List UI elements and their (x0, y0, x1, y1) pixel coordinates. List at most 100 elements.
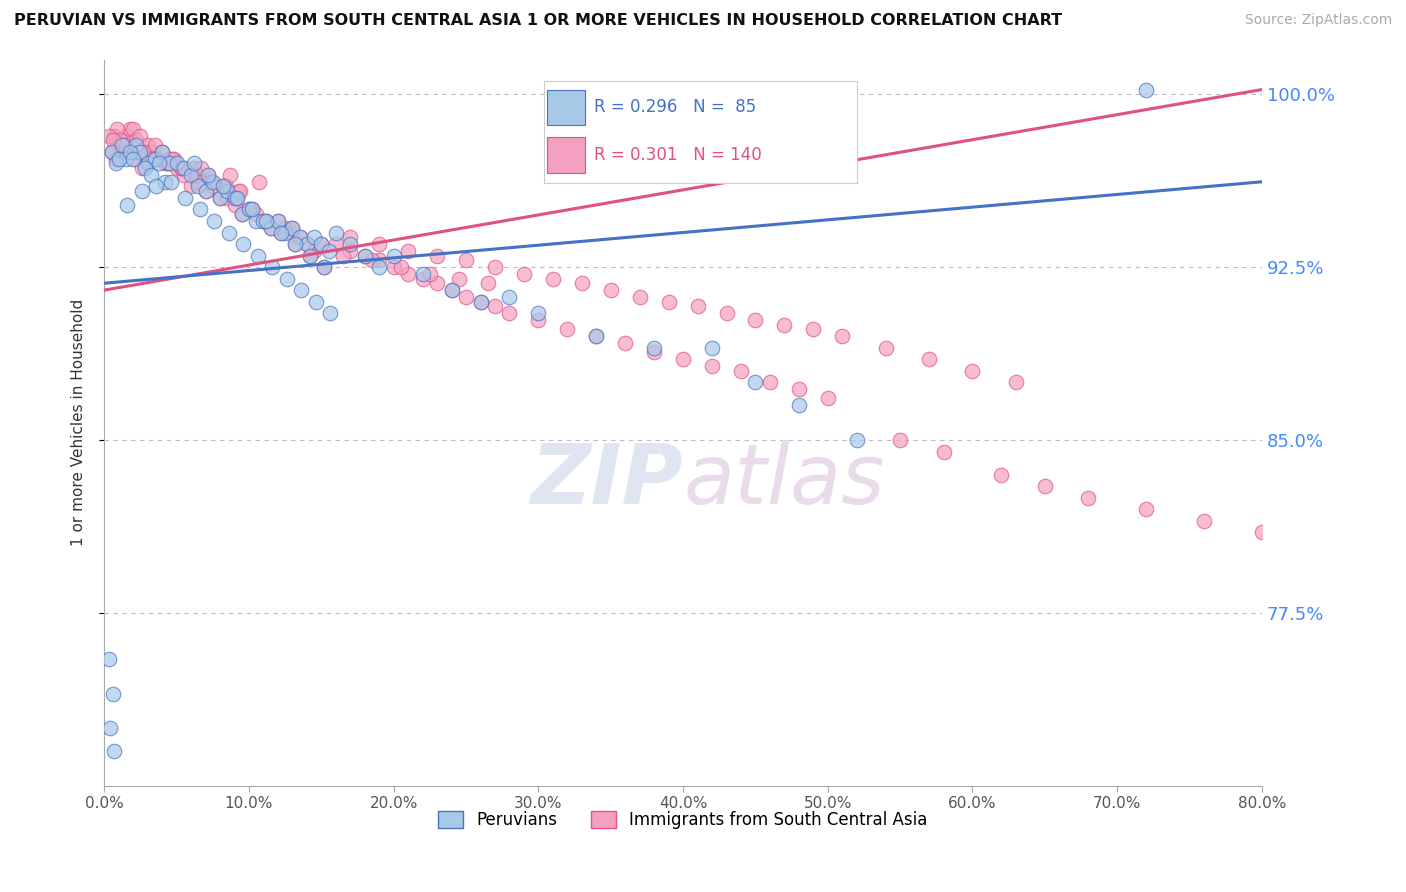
Point (214, 179, 236, 194)
Point (1135, 82, 1157, 96)
Text: atlas: atlas (683, 441, 884, 521)
Point (145, 179, 167, 194)
Point (304, 294, 326, 309)
Point (201, 175, 224, 189)
Point (112, 137, 135, 152)
Point (217, 184, 239, 198)
Point (162, 152, 184, 166)
Point (454, 290, 477, 304)
Point (281, 226, 304, 240)
Point (412, 271, 434, 285)
Point (396, 244, 419, 258)
Point (209, 191, 232, 205)
Point (157, 156, 180, 170)
Point (295, 237, 318, 252)
Point (270, 226, 292, 240)
Point (440, 283, 463, 297)
Point (142, 152, 165, 166)
Point (180, 168, 202, 182)
Point (339, 237, 361, 252)
Point (276, 271, 298, 285)
Point (160, 175, 183, 189)
Point (184, 168, 207, 182)
Point (197, 168, 219, 182)
Point (107, 137, 129, 152)
Point (117, 145, 139, 159)
Point (325, 237, 347, 252)
Point (288, 230, 311, 244)
Point (139, 145, 162, 159)
Point (614, 336, 637, 351)
Point (228, 184, 250, 198)
Point (183, 156, 205, 170)
Point (962, 364, 984, 378)
Point (353, 248, 375, 262)
Point (200, 175, 222, 189)
Point (247, 175, 270, 189)
Point (361, 253, 384, 268)
Point (150, 145, 173, 159)
Point (219, 168, 242, 182)
Point (332, 248, 354, 262)
Point (787, 398, 810, 412)
Point (194, 184, 217, 198)
Point (115, 128, 138, 143)
Point (97, 652, 120, 666)
Point (129, 145, 152, 159)
Point (759, 376, 782, 390)
Point (585, 329, 607, 343)
Point (114, 137, 136, 152)
Point (875, 341, 897, 355)
Point (100, 145, 122, 159)
Point (172, 161, 194, 175)
Point (100, 145, 122, 159)
Point (232, 237, 254, 252)
Point (156, 156, 179, 170)
Point (101, 687, 124, 701)
Point (166, 161, 188, 175)
Point (1033, 479, 1056, 493)
Point (527, 306, 550, 320)
Point (311, 237, 333, 252)
Point (498, 290, 520, 304)
Point (628, 290, 651, 304)
Point (295, 237, 318, 252)
Point (131, 184, 153, 198)
Point (260, 220, 283, 235)
Point (97, 128, 120, 143)
Point (104, 156, 127, 170)
Point (281, 220, 304, 235)
Legend: Peruvians, Immigrants from South Central Asia: Peruvians, Immigrants from South Central… (432, 804, 935, 836)
Point (212, 179, 235, 194)
Point (700, 341, 723, 355)
Point (325, 226, 347, 240)
Point (730, 364, 752, 378)
Point (188, 202, 211, 217)
Point (298, 248, 321, 262)
Point (245, 207, 267, 221)
Point (557, 322, 579, 336)
Point (157, 152, 180, 166)
Point (139, 168, 162, 182)
Point (1135, 502, 1157, 516)
Point (298, 248, 321, 262)
Point (1192, 514, 1215, 528)
Point (658, 294, 681, 309)
Point (290, 283, 312, 297)
Point (419, 267, 441, 281)
Point (382, 260, 405, 274)
Point (105, 121, 128, 136)
Point (672, 352, 695, 367)
Point (1251, 525, 1274, 540)
Point (284, 237, 307, 252)
Point (224, 198, 246, 212)
Point (787, 382, 810, 396)
Point (240, 202, 263, 217)
Point (571, 277, 593, 291)
Point (224, 191, 246, 205)
Point (122, 121, 145, 136)
Text: PERUVIAN VS IMMIGRANTS FROM SOUTH CENTRAL ASIA 1 OR MORE VEHICLES IN HOUSEHOLD C: PERUVIAN VS IMMIGRANTS FROM SOUTH CENTRA… (14, 13, 1062, 29)
Point (643, 345, 665, 359)
Point (541, 271, 564, 285)
Point (801, 322, 824, 336)
